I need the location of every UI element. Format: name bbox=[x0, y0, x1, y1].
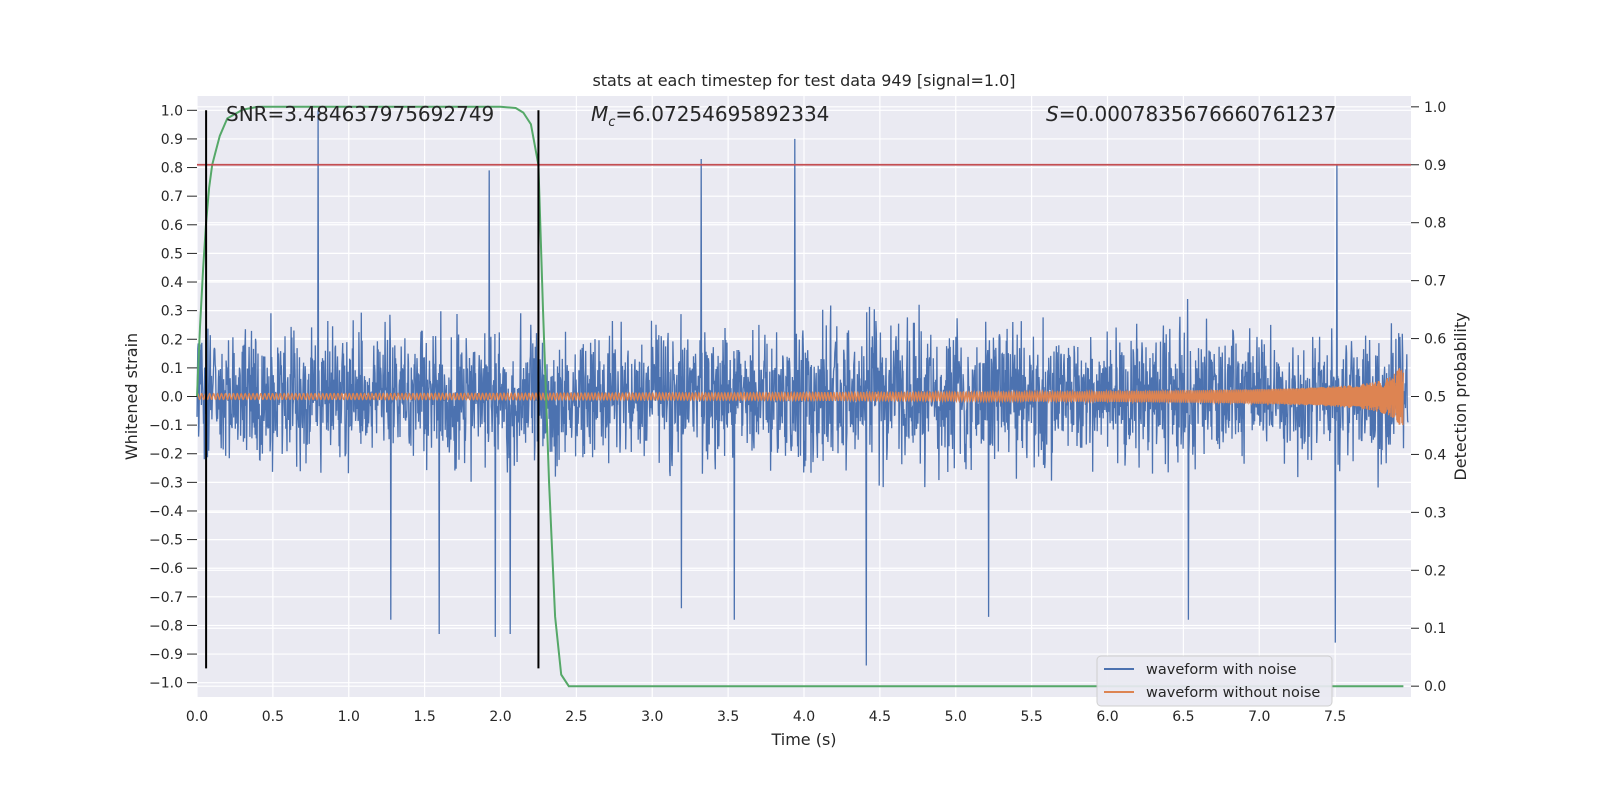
y-tick-label: 0.0 bbox=[161, 390, 183, 406]
y2-tick-label: 0.4 bbox=[1424, 447, 1446, 463]
y2-tick-label: 0.0 bbox=[1424, 679, 1446, 695]
x-tick-label: 1.0 bbox=[338, 709, 360, 725]
y2-tick-label: 0.8 bbox=[1424, 216, 1446, 232]
x-tick-label: 0.5 bbox=[262, 709, 284, 725]
x-tick-label: 0.0 bbox=[186, 709, 208, 725]
y2-tick-label: 0.6 bbox=[1424, 332, 1446, 348]
y-tick-label: −0.4 bbox=[149, 504, 183, 520]
x-tick-label: 7.5 bbox=[1324, 709, 1346, 725]
y-tick-label: 0.1 bbox=[161, 361, 183, 377]
x-tick-label: 2.0 bbox=[489, 709, 511, 725]
y-tick-label: 1.0 bbox=[161, 103, 183, 119]
y2-tick-label: 0.3 bbox=[1424, 505, 1446, 521]
x-tick-label: 6.5 bbox=[1172, 709, 1194, 725]
y-tick-label: −0.1 bbox=[149, 418, 183, 434]
x-tick-label: 4.5 bbox=[869, 709, 891, 725]
y-tick-label: −0.7 bbox=[149, 590, 183, 606]
y2-tick-label: 0.7 bbox=[1424, 274, 1446, 290]
y-tick-label: 0.5 bbox=[161, 246, 183, 262]
y-tick-label: −0.6 bbox=[149, 561, 183, 577]
y-tick-label: −0.2 bbox=[149, 447, 183, 463]
y2-tick-label: 0.9 bbox=[1424, 158, 1446, 174]
series-detection-probability bbox=[196, 105, 1411, 688]
chart-title: stats at each timestep for test data 949… bbox=[592, 71, 1015, 90]
y-tick-label: 0.7 bbox=[161, 189, 183, 205]
y2-tick-label: 0.2 bbox=[1424, 563, 1446, 579]
y-tick-label: −0.9 bbox=[149, 647, 183, 663]
y-tick-label: 0.8 bbox=[161, 161, 183, 177]
x-tick-label: 6.0 bbox=[1096, 709, 1118, 725]
legend-label-waveform-with-noise: waveform with noise bbox=[1146, 662, 1297, 678]
legend: waveform with noise waveform without noi… bbox=[1096, 655, 1333, 707]
s-statistic-annotation: S=0.0007835676660761237 bbox=[1046, 102, 1336, 126]
snr-annotation: SNR=3.484637975692749 bbox=[226, 102, 494, 126]
y2-tick-label: 1.0 bbox=[1424, 100, 1446, 116]
x-tick-label: 5.0 bbox=[945, 709, 967, 725]
chirp-mass-annotation: Mc=6.07254695892334 bbox=[591, 102, 829, 130]
vertical-markers bbox=[205, 110, 540, 669]
legend-label-waveform-without-noise: waveform without noise bbox=[1146, 685, 1320, 701]
y-tick-label: 0.4 bbox=[161, 275, 183, 291]
s-value: =0.0007835676660761237 bbox=[1059, 102, 1337, 126]
series-waveform-without-noise bbox=[196, 367, 1405, 426]
y-tick-label: −0.8 bbox=[149, 618, 183, 634]
y-tick-label: 0.9 bbox=[161, 132, 183, 148]
x-tick-label: 7.0 bbox=[1248, 709, 1270, 725]
x-tick-label: 4.0 bbox=[793, 709, 815, 725]
x-tick-label: 5.5 bbox=[1020, 709, 1042, 725]
chirp-mass-symbol: M bbox=[591, 102, 608, 126]
y-tick-label: −1.0 bbox=[149, 676, 183, 692]
y-tick-label: −0.5 bbox=[149, 533, 183, 549]
tick-labels: 0.0 0.5 1.0 1.5 2.0 2.5 3.0 3.5 4.0 4.5 5.0 5.5 6.0 6… bbox=[149, 100, 1446, 725]
y-axis-label: Whitened strain bbox=[122, 333, 141, 460]
y2-tick-label: 0.1 bbox=[1424, 621, 1446, 637]
legend-box bbox=[1096, 655, 1333, 707]
y-tick-label: 0.2 bbox=[161, 332, 183, 348]
y-tick-label: 0.6 bbox=[161, 218, 183, 234]
y2-axis-label: Detection probability bbox=[1451, 312, 1470, 480]
chirp-mass-value: =6.07254695892334 bbox=[615, 102, 829, 126]
y2-tick-label: 0.5 bbox=[1424, 390, 1446, 406]
s-symbol: S bbox=[1046, 102, 1059, 126]
chirp-mass-subscript: c bbox=[608, 115, 615, 130]
clean-waveform-line bbox=[196, 367, 1405, 426]
x-tick-label: 1.5 bbox=[413, 709, 435, 725]
x-tick-label: 3.5 bbox=[717, 709, 739, 725]
x-tick-label: 2.5 bbox=[565, 709, 587, 725]
x-tick-label: 3.0 bbox=[641, 709, 663, 725]
y-tick-label: −0.3 bbox=[149, 475, 183, 491]
y-tick-label: 0.3 bbox=[161, 304, 183, 320]
x-axis-label: Time (s) bbox=[770, 730, 836, 749]
